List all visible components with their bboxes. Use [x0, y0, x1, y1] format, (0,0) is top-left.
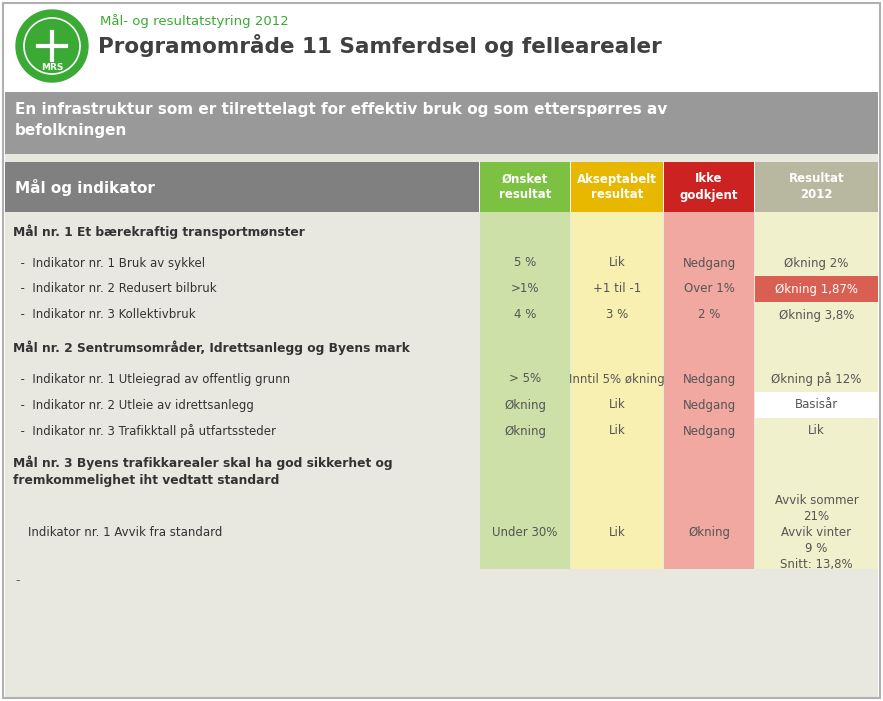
Text: Mål nr. 1 Et bærekraftig transportmønster: Mål nr. 1 Et bærekraftig transportmønste…: [13, 225, 305, 239]
Bar: [571, 328, 663, 444]
Text: -: -: [15, 574, 19, 587]
Bar: [664, 444, 754, 569]
Text: Mål- og resultatstyring 2012: Mål- og resultatstyring 2012: [100, 14, 289, 28]
Bar: [0, 0, 883, 88]
Text: +1 til -1: +1 til -1: [592, 283, 641, 296]
Bar: [664, 212, 754, 328]
Text: Ønsket
resultat: Ønsket resultat: [499, 172, 551, 201]
Text: Akseptabelt
resultat: Akseptabelt resultat: [577, 172, 657, 201]
Text: Resultat
2012: Resultat 2012: [789, 172, 844, 201]
Text: Nedgang: Nedgang: [683, 425, 736, 437]
Bar: [571, 444, 663, 569]
Text: Avvik sommer
21%
Avvik vinter
9 %
Snitt: 13,8%: Avvik sommer 21% Avvik vinter 9 % Snitt:…: [774, 494, 858, 571]
Text: Nedgang: Nedgang: [683, 257, 736, 269]
Bar: [664, 328, 754, 444]
Text: > 5%: > 5%: [509, 372, 541, 386]
Text: 4 %: 4 %: [514, 308, 536, 322]
Text: Nedgang: Nedgang: [683, 398, 736, 411]
Text: Økning: Økning: [504, 398, 546, 411]
Text: Programområde 11 Samferdsel og fellearealer: Programområde 11 Samferdsel og fellearea…: [98, 34, 661, 57]
Text: Mål nr. 3 Byens trafikkarealer skal ha god sikkerhet og
fremkommelighet iht vedt: Mål nr. 3 Byens trafikkarealer skal ha g…: [13, 455, 393, 486]
Bar: [571, 162, 663, 212]
Text: Økning: Økning: [504, 425, 546, 437]
Text: -  Indikator nr. 2 Utleie av idrettsanlegg: - Indikator nr. 2 Utleie av idrettsanleg…: [13, 398, 254, 411]
Bar: [5, 154, 878, 162]
Bar: [755, 212, 878, 328]
Text: 3 %: 3 %: [606, 308, 628, 322]
Polygon shape: [16, 10, 88, 82]
Bar: [571, 212, 663, 328]
Text: Lik: Lik: [608, 257, 625, 269]
Text: Økning 2%: Økning 2%: [784, 257, 849, 269]
Text: -  Indikator nr. 1 Utleiegrad av offentlig grunn: - Indikator nr. 1 Utleiegrad av offentli…: [13, 372, 291, 386]
Text: Mål nr. 2 Sentrumsområder, Idrettsanlegg og Byens mark: Mål nr. 2 Sentrumsområder, Idrettsanlegg…: [13, 341, 410, 355]
Text: 2 %: 2 %: [698, 308, 721, 322]
Text: Økning 1,87%: Økning 1,87%: [775, 283, 858, 296]
Text: Over 1%: Over 1%: [683, 283, 735, 296]
Text: Lik: Lik: [608, 526, 625, 539]
Text: Lik: Lik: [608, 398, 625, 411]
Bar: [755, 276, 878, 302]
Text: -  Indikator nr. 1 Bruk av sykkel: - Indikator nr. 1 Bruk av sykkel: [13, 257, 205, 269]
Bar: [5, 212, 878, 699]
Text: MRS: MRS: [41, 64, 64, 72]
Text: Mål og indikator: Mål og indikator: [15, 179, 155, 196]
Text: -  Indikator nr. 2 Redusert bilbruk: - Indikator nr. 2 Redusert bilbruk: [13, 283, 216, 296]
Bar: [480, 162, 570, 212]
Bar: [480, 328, 570, 444]
Bar: [5, 92, 878, 154]
Text: Nedgang: Nedgang: [683, 372, 736, 386]
Text: Basisår: Basisår: [795, 398, 838, 411]
Bar: [755, 392, 878, 418]
Text: 5 %: 5 %: [514, 257, 536, 269]
Text: Økning på 12%: Økning på 12%: [772, 372, 862, 386]
Bar: [755, 328, 878, 444]
Text: En infrastruktur som er tilrettelagt for effektiv bruk og som etterspørres av
be: En infrastruktur som er tilrettelagt for…: [15, 102, 668, 138]
Text: Inntil 5% økning: Inntil 5% økning: [570, 372, 665, 386]
Text: >1%: >1%: [510, 283, 540, 296]
Bar: [755, 444, 878, 569]
Text: Økning: Økning: [688, 526, 730, 539]
Text: Lik: Lik: [808, 425, 825, 437]
Bar: [755, 162, 878, 212]
Text: Lik: Lik: [608, 425, 625, 437]
Bar: [480, 444, 570, 569]
Text: Under 30%: Under 30%: [493, 526, 558, 539]
Bar: [480, 212, 570, 328]
Text: -  Indikator nr. 3 Kollektivbruk: - Indikator nr. 3 Kollektivbruk: [13, 308, 196, 322]
Bar: [664, 162, 754, 212]
Text: -  Indikator nr. 3 Trafikktall på utfartssteder: - Indikator nr. 3 Trafikktall på utfarts…: [13, 424, 276, 438]
Text: Økning 3,8%: Økning 3,8%: [779, 308, 854, 322]
Text: Indikator nr. 1 Avvik fra standard: Indikator nr. 1 Avvik fra standard: [13, 526, 223, 539]
Text: Ikke
godkjent: Ikke godkjent: [680, 172, 738, 201]
Bar: [5, 162, 479, 212]
